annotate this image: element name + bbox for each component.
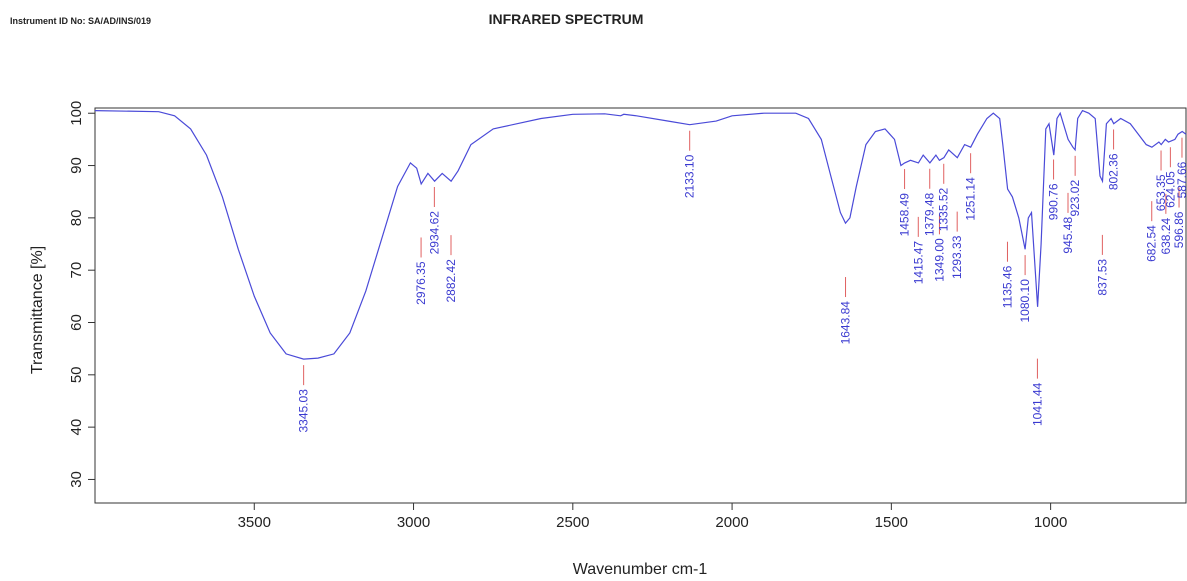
peak-label: 1643.84 <box>839 301 853 345</box>
peak-label: 596.86 <box>1172 211 1186 248</box>
x-axis-label: Wavenumber cm-1 <box>573 561 708 578</box>
peak-label: 1041.44 <box>1030 382 1044 426</box>
peak-label: 1251.14 <box>964 177 978 221</box>
peak-label: 1080.10 <box>1018 279 1032 323</box>
peak-label: 802.36 <box>1107 153 1121 190</box>
chart-title: INFRARED SPECTRUM <box>489 11 644 27</box>
peak-label: 1379.48 <box>923 192 937 236</box>
peak-label: 638.24 <box>1159 218 1173 255</box>
peak-label: 1293.33 <box>950 235 964 279</box>
x-tick-label: 2500 <box>556 514 589 531</box>
y-axis-label: Transmittance [%] <box>29 246 46 374</box>
peak-label: 2976.35 <box>414 261 428 305</box>
peak-label: 3345.03 <box>297 389 311 433</box>
peak-label: 1335.52 <box>937 187 951 231</box>
y-tick-label: 80 <box>68 210 85 227</box>
peak-label: 587.66 <box>1175 161 1187 198</box>
peak-label: 2882.42 <box>444 259 458 303</box>
y-tick-label: 90 <box>68 157 85 174</box>
peak-label: 1349.00 <box>932 238 946 282</box>
y-tick-label: 50 <box>68 366 85 383</box>
y-tick-label: 70 <box>68 262 85 279</box>
peak-label: 990.76 <box>1047 183 1061 220</box>
y-tick-label: 40 <box>68 419 85 436</box>
peak-label: 624.05 <box>1163 171 1177 208</box>
x-tick-label: 3000 <box>397 514 430 531</box>
y-tick-label: 100 <box>68 101 85 126</box>
x-tick-label: 1000 <box>1034 514 1067 531</box>
peak-label: 682.54 <box>1145 225 1159 262</box>
peak-label: 1415.47 <box>911 241 925 285</box>
x-tick-label: 3500 <box>238 514 271 531</box>
peak-label: 2934.62 <box>427 211 441 255</box>
y-tick-label: 60 <box>68 314 85 331</box>
peak-label: 653.35 <box>1154 174 1168 211</box>
peak-label: 837.53 <box>1095 259 1109 296</box>
peak-label: 1135.46 <box>1000 265 1014 308</box>
plot-frame <box>94 107 1187 504</box>
peak-label: 1458.49 <box>898 193 912 237</box>
x-tick-label: 1500 <box>875 514 908 531</box>
y-tick-label: 30 <box>68 471 85 488</box>
x-tick-label: 2000 <box>715 514 748 531</box>
instrument-id: Instrument ID No: SA/AD/INS/019 <box>10 16 151 26</box>
peak-label: 923.02 <box>1068 180 1082 217</box>
peak-label: 2133.10 <box>683 154 697 198</box>
peak-label: 945.48 <box>1061 217 1075 254</box>
spectrum-line <box>94 109 1187 360</box>
